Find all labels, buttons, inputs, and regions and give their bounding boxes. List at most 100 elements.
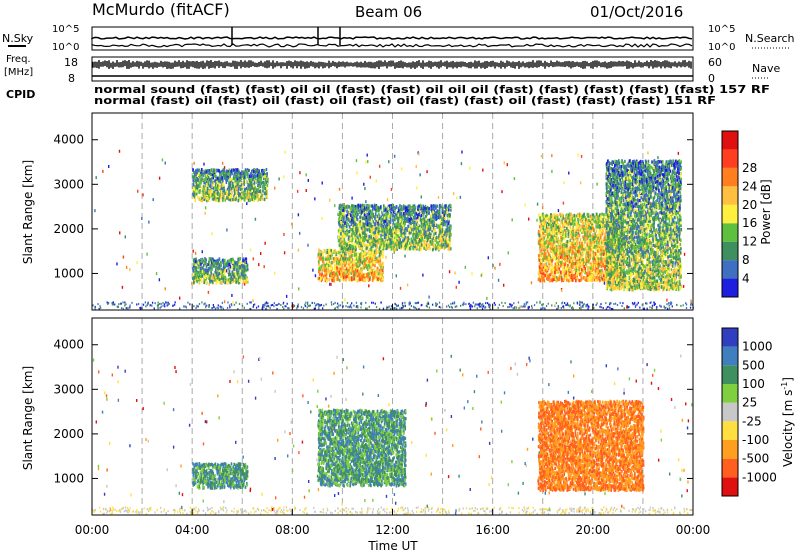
power-ground-scatter bbox=[635, 305, 636, 307]
power-echo-cell bbox=[349, 225, 351, 228]
power-echo-cell bbox=[198, 169, 200, 172]
power-ground-scatter bbox=[516, 307, 517, 309]
power-scatter-cell bbox=[449, 270, 450, 273]
power-ground-scatter bbox=[509, 306, 510, 308]
power-ground-scatter bbox=[432, 304, 433, 306]
power-ground-scatter bbox=[111, 302, 112, 304]
power-ground-scatter bbox=[318, 304, 319, 306]
power-ground-scatter bbox=[470, 308, 471, 310]
power-echo-cell bbox=[199, 191, 201, 194]
cpid-label: CPID bbox=[6, 88, 35, 101]
power-ground-scatter bbox=[221, 306, 222, 308]
power-echo-cell bbox=[252, 192, 254, 195]
power-ground-scatter bbox=[573, 307, 574, 309]
power-echo-cell bbox=[337, 278, 339, 281]
power-echo-cell bbox=[334, 273, 336, 276]
noise-trace bbox=[92, 27, 692, 47]
power-echo-cell bbox=[201, 259, 203, 262]
cpid-row-2: normal (fast) oil (fast) oil (fast) oil … bbox=[94, 94, 716, 107]
power-echo-cell bbox=[348, 268, 350, 271]
power-echo-cell bbox=[345, 278, 347, 281]
power-scatter-cell bbox=[156, 272, 157, 275]
power-scatter-cell bbox=[471, 272, 472, 275]
power-echo-cell bbox=[255, 186, 257, 189]
power-echo-cell bbox=[201, 186, 203, 189]
power-echo-cell bbox=[349, 278, 351, 281]
power-echo-cell bbox=[245, 181, 247, 184]
power-ground-scatter bbox=[157, 304, 158, 306]
power-echo-cell bbox=[328, 269, 330, 272]
power-ground-scatter bbox=[366, 308, 367, 310]
power-echo-cell bbox=[359, 216, 361, 219]
power-ground-scatter bbox=[600, 303, 601, 305]
power-ground-scatter bbox=[652, 305, 653, 307]
power-echo-cell bbox=[257, 184, 259, 187]
power-echo-cell bbox=[351, 276, 353, 279]
power-scatter-cell bbox=[486, 297, 487, 300]
power-echo-cell bbox=[251, 187, 253, 190]
power-echo-cell bbox=[380, 234, 382, 237]
power-echo-cell bbox=[336, 269, 338, 272]
power-echo-cell bbox=[381, 224, 383, 227]
power-echo-cell bbox=[368, 244, 370, 247]
power-echo-cell bbox=[203, 275, 205, 278]
power-scatter-cell bbox=[376, 179, 377, 182]
power-echo-cell bbox=[341, 212, 343, 215]
power-echo-cell bbox=[321, 272, 323, 275]
power-echo-cell bbox=[219, 281, 221, 284]
power-echo-cell bbox=[246, 187, 248, 190]
power-echo-cell bbox=[373, 257, 375, 260]
power-echo-cell bbox=[229, 184, 231, 187]
power-scatter-cell bbox=[339, 188, 340, 191]
power-scatter-cell bbox=[191, 282, 192, 285]
power-scatter-cell bbox=[465, 266, 466, 269]
power-ground-scatter bbox=[247, 303, 248, 305]
power-echo-cell bbox=[220, 270, 222, 273]
power-echo-cell bbox=[331, 257, 333, 260]
power-ground-scatter bbox=[577, 303, 578, 305]
power-echo-cell bbox=[194, 192, 196, 195]
power-scatter-cell bbox=[312, 269, 313, 272]
nave-tick-top: 60 bbox=[708, 56, 722, 69]
power-scatter-cell bbox=[146, 253, 147, 256]
power-echo-cell bbox=[264, 198, 266, 201]
power-scatter-cell bbox=[315, 274, 316, 277]
power-echo-cell bbox=[342, 253, 344, 256]
power-ground-scatter bbox=[231, 304, 232, 306]
power-ground-scatter bbox=[301, 306, 302, 308]
power-ground-scatter bbox=[95, 306, 96, 308]
power-ground-scatter bbox=[501, 302, 502, 304]
power-ground-scatter bbox=[607, 306, 608, 308]
power-echo-cell bbox=[414, 208, 416, 211]
power-echo-cell bbox=[338, 271, 340, 274]
power-ground-scatter bbox=[488, 304, 489, 306]
power-scatter-cell bbox=[387, 198, 388, 201]
power-echo-cell bbox=[328, 278, 330, 281]
power-echo-cell bbox=[214, 196, 216, 199]
power-scatter-cell bbox=[683, 285, 684, 288]
power-scatter-cell bbox=[263, 265, 264, 268]
power-scatter-cell bbox=[141, 217, 142, 220]
power-ground-scatter bbox=[356, 302, 357, 304]
power-ground-scatter bbox=[605, 302, 606, 304]
power-echo-cell bbox=[236, 168, 238, 171]
power-echo-cell bbox=[323, 265, 325, 268]
power-echo-cell bbox=[208, 190, 210, 193]
power-echo-cell bbox=[216, 169, 218, 172]
power-echo-cell bbox=[250, 178, 252, 181]
power-ground-scatter bbox=[213, 306, 214, 308]
power-ground-scatter bbox=[169, 303, 170, 305]
power-echo-cell bbox=[203, 181, 205, 184]
power-echo-cell bbox=[390, 221, 392, 224]
power-scatter-cell bbox=[657, 156, 658, 159]
power-echo-cell bbox=[237, 280, 239, 283]
power-scatter-cell bbox=[492, 264, 493, 267]
power-ground-scatter bbox=[513, 307, 514, 309]
power-echo-cell bbox=[221, 190, 223, 193]
power-echo-cell bbox=[341, 271, 343, 274]
power-scatter-cell bbox=[102, 170, 103, 173]
power-ground-scatter bbox=[107, 301, 108, 303]
power-echo-cell bbox=[214, 278, 216, 281]
power-ground-scatter bbox=[556, 308, 557, 310]
